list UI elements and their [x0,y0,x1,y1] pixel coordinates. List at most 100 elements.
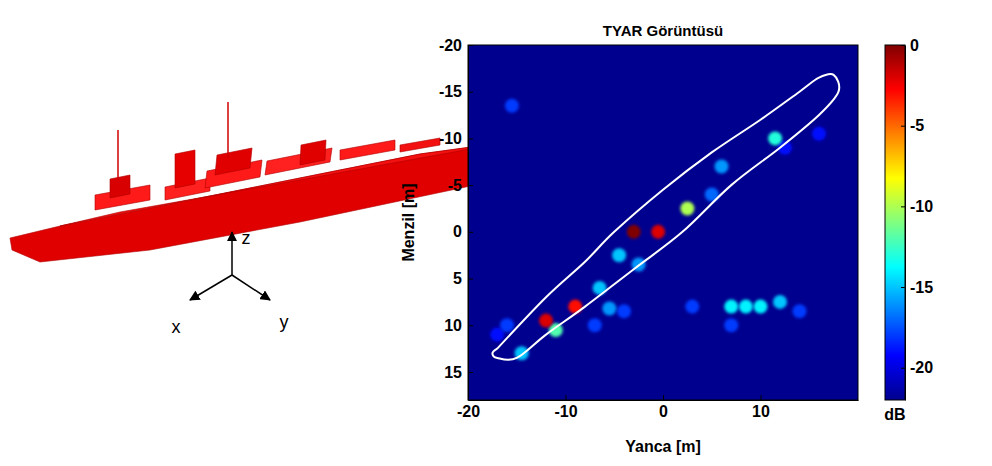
tick-label: 5 [453,270,462,287]
tick-mark [468,372,473,373]
scatterer [539,314,553,328]
tick-label: -15 [910,279,933,296]
tick-label: -5 [448,177,462,194]
tick-mark [468,325,473,326]
scatterer [505,99,519,113]
tick: -10 [439,130,473,147]
scatterer [739,300,753,314]
tick-label: 0 [910,37,919,54]
tick-mark [901,45,905,46]
mast [117,130,119,180]
ship-part [215,148,252,175]
scatterer [602,301,616,315]
scatterer [715,159,729,173]
ship-outline [492,74,839,360]
triad-label: y [280,312,289,332]
ship-part [110,175,130,198]
tick: -10 [554,395,577,420]
tick-label: -10 [910,198,933,215]
tick: 0 [659,395,668,420]
triad-arrow [231,232,233,275]
triad-label: x [172,317,181,337]
tick-label: -10 [439,130,462,147]
tick-mark [566,395,567,400]
tick: -10 [901,198,933,215]
tick: 5 [453,270,473,287]
tick: 0 [453,223,473,240]
scatterer [754,300,768,314]
scatterer [812,127,826,141]
tick-mark [468,185,473,186]
tick-label: -20 [910,359,933,376]
tick: -20 [901,359,933,376]
tick-label: -20 [457,403,480,420]
colorbar [885,45,905,400]
ship-part [175,150,195,188]
tick: -15 [901,279,933,296]
tick-mark [761,395,762,400]
plot-background [468,45,858,400]
axis-triad: x y z [172,228,289,337]
tick-label: 10 [752,403,770,420]
scatterer [768,131,782,145]
tick-mark [468,138,473,139]
scatterer [568,300,582,314]
tick: -5 [901,117,924,134]
scatterer [724,300,738,314]
ship-part [400,138,440,152]
tick: -5 [448,177,473,194]
x-axis-title: Yanca [m] [625,438,701,455]
tick: 0 [901,37,919,54]
tick-mark [901,126,905,127]
x-axis: -20 -10 0 10 [457,395,859,420]
y-axis: -20 -15 -10 -5 0 5 10 15 [439,37,473,401]
ship-model [10,102,545,262]
tick-mark [468,92,473,93]
tick-mark [468,45,473,46]
triad-label: z [242,228,251,248]
tick-label: 0 [453,223,462,240]
axis-line [469,400,859,401]
marks [490,74,839,360]
colorbar-axis: 0 -5 -10 -15 -20 [901,37,933,401]
tick-label: 0 [659,403,668,420]
tick-mark [901,206,905,207]
ship-part [300,140,326,165]
ship-part [340,140,395,160]
scatterer [617,304,631,318]
tick-label: 10 [444,317,462,334]
ship-part [10,137,545,262]
scatterer [793,304,807,318]
triad-arrow [232,275,270,300]
tick: -15 [439,83,473,100]
scatterer [773,295,787,309]
triad-arrow [190,275,232,300]
tick-label: -20 [439,37,462,54]
tick-mark [901,368,905,369]
tick-label: -10 [554,403,577,420]
tick-label: -5 [910,117,924,134]
scatterer [680,201,694,215]
scatterer [685,300,699,314]
tick-mark [663,395,664,400]
tick: 10 [752,395,770,420]
axis-line [905,46,906,401]
y-axis-title: Menzil [m] [400,183,417,261]
scatterer [724,318,738,332]
tick-mark [468,232,473,233]
scatterer [627,225,641,239]
title: TYAR Görüntüsü [603,22,723,39]
axis-line [468,46,469,401]
tick-mark [901,287,905,288]
figure: x y z -20 -10 0 10 -20 -15 -10 -5 0 5 10 15 TYAR Görünt… [0,0,992,466]
plot-frame [468,45,858,400]
tick-label: 15 [444,364,462,381]
colorbar-label: dB [884,406,905,423]
mast [227,102,229,158]
tick-mark [468,279,473,280]
scatterer [500,318,514,332]
scatterer [651,225,665,239]
tick-label: -15 [439,83,462,100]
tick: -20 [439,37,473,54]
scatterer [612,248,626,262]
